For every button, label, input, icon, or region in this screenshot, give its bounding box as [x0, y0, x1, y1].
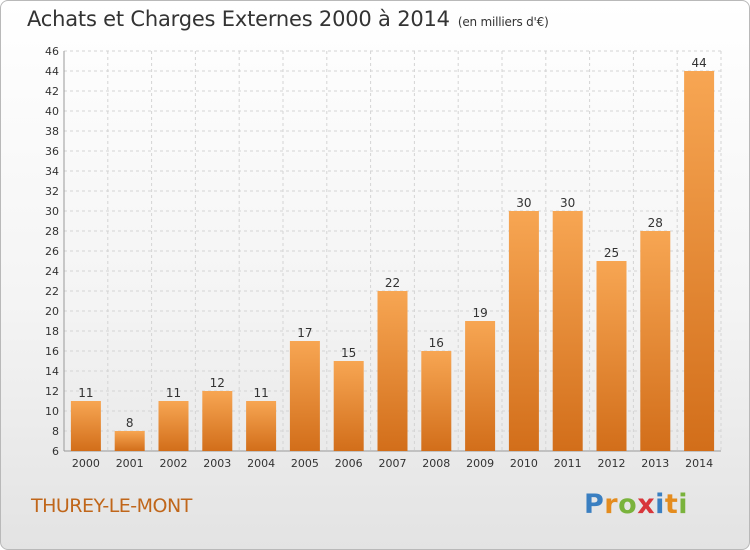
y-tick-label: 46	[45, 45, 59, 58]
x-tick-label: 2005	[291, 457, 319, 470]
bar-value-label: 25	[604, 246, 619, 260]
bar[interactable]	[377, 291, 408, 451]
bar-value-label: 30	[516, 196, 531, 210]
logo-letter: i	[655, 489, 665, 520]
y-tick-label: 30	[45, 205, 59, 218]
x-tick-label: 2006	[335, 457, 363, 470]
y-tick-label: 12	[45, 385, 59, 398]
x-tick-label: 2012	[598, 457, 626, 470]
y-tick-label: 26	[45, 245, 59, 258]
x-tick-label: 2000	[72, 457, 100, 470]
logo-letter: o	[618, 489, 638, 520]
bar-value-label: 22	[385, 276, 400, 290]
y-tick-label: 14	[45, 365, 59, 378]
bar-value-label: 19	[472, 306, 487, 320]
x-tick-label: 2002	[160, 457, 188, 470]
bar-value-label: 8	[126, 416, 134, 430]
bar-value-label: 28	[648, 216, 663, 230]
logo-letter: P	[584, 489, 605, 520]
x-tick-label: 2014	[685, 457, 713, 470]
x-tick-label: 2003	[203, 457, 231, 470]
logo-letter: r	[604, 489, 619, 520]
y-tick-label: 34	[45, 165, 59, 178]
y-tick-label: 36	[45, 145, 59, 158]
bar[interactable]	[465, 321, 496, 451]
bar-value-label: 11	[166, 386, 181, 400]
bar[interactable]	[552, 211, 583, 451]
bar[interactable]	[421, 351, 452, 451]
bar[interactable]	[289, 341, 320, 451]
bar-value-label: 30	[560, 196, 575, 210]
x-tick-label: 2001	[116, 457, 144, 470]
logo-letter: t	[664, 489, 679, 520]
y-tick-label: 22	[45, 285, 59, 298]
bar[interactable]	[508, 211, 539, 451]
x-tick-label: 2008	[422, 457, 450, 470]
bar-value-label: 17	[297, 326, 312, 340]
bar[interactable]	[246, 401, 277, 451]
logo-letter: i	[678, 489, 689, 520]
bar[interactable]	[333, 361, 364, 451]
bar-value-label: 11	[78, 386, 93, 400]
bar[interactable]	[158, 401, 189, 451]
bar[interactable]	[202, 391, 233, 451]
bar[interactable]	[640, 231, 671, 451]
bar[interactable]	[596, 261, 627, 451]
proxiti-logo[interactable]: Proxiti	[584, 489, 688, 520]
commune-name: THUREY-LE-MONT	[31, 495, 192, 517]
y-tick-label: 8	[52, 425, 59, 438]
bar-value-label: 16	[429, 336, 444, 350]
y-tick-label: 10	[45, 405, 59, 418]
bar[interactable]	[684, 71, 715, 451]
x-tick-label: 2009	[466, 457, 494, 470]
y-tick-label: 40	[45, 105, 59, 118]
y-tick-label: 24	[45, 265, 59, 278]
bar[interactable]	[70, 401, 101, 451]
chart-subtitle: (en milliers d'€)	[457, 15, 549, 29]
y-tick-label: 38	[45, 125, 59, 138]
x-tick-label: 2011	[554, 457, 582, 470]
y-tick-label: 18	[45, 325, 59, 338]
x-tick-label: 2010	[510, 457, 538, 470]
y-tick-label: 6	[52, 445, 59, 458]
bar-value-label: 15	[341, 346, 356, 360]
x-tick-label: 2004	[247, 457, 275, 470]
bar-value-label: 44	[691, 56, 706, 70]
y-tick-label: 16	[45, 345, 59, 358]
y-tick-label: 20	[45, 305, 59, 318]
logo-letter: x	[637, 489, 656, 520]
y-tick-label: 32	[45, 185, 59, 198]
bar-value-label: 11	[253, 386, 268, 400]
y-tick-label: 28	[45, 225, 59, 238]
x-tick-label: 2007	[379, 457, 407, 470]
bar-value-label: 12	[210, 376, 225, 390]
x-tick-label: 2013	[641, 457, 669, 470]
y-tick-label: 44	[45, 65, 59, 78]
chart-title-text: Achats et Charges Externes 2000 à 2014	[27, 7, 450, 31]
chart-title: Achats et Charges Externes 2000 à 2014 (e…	[27, 7, 549, 31]
bar[interactable]	[114, 431, 145, 451]
y-tick-label: 42	[45, 85, 59, 98]
